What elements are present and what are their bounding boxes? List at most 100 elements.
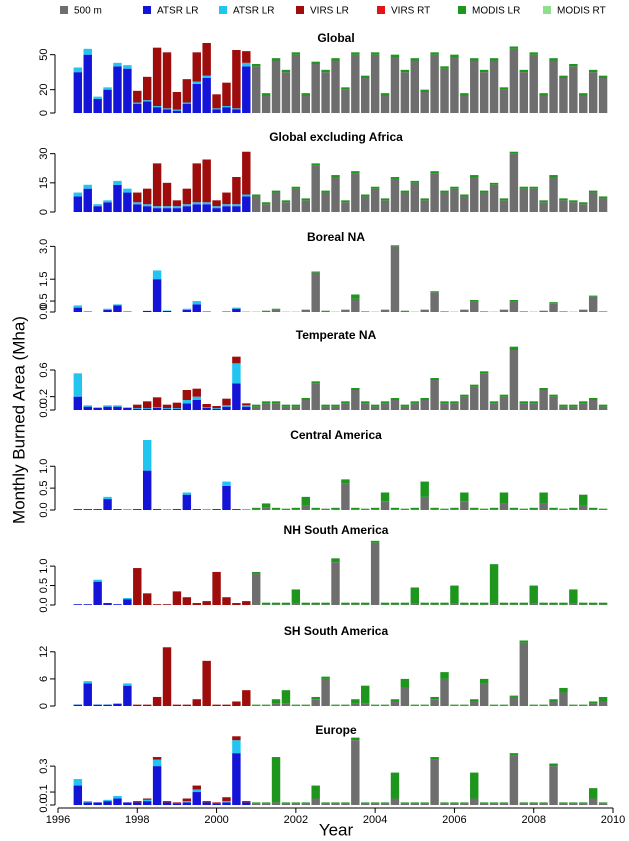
bar: [598, 701, 608, 706]
bar: [162, 182, 172, 207]
bar: [361, 508, 370, 510]
bar: [311, 509, 320, 510]
bar: [579, 602, 588, 605]
bar: [489, 401, 499, 404]
bar: [113, 406, 122, 410]
bar: [182, 390, 192, 400]
bar: [440, 672, 449, 679]
bar: [142, 440, 152, 471]
bar: [133, 204, 142, 212]
bar: [321, 404, 330, 407]
bar: [390, 246, 400, 312]
bar: [529, 509, 538, 510]
bar: [430, 699, 439, 706]
bar: [400, 404, 410, 407]
bar: [103, 89, 112, 113]
bar: [380, 803, 390, 805]
bar: [281, 404, 291, 407]
bar: [331, 177, 340, 212]
x-axis-label: Year: [319, 820, 354, 839]
bar: [123, 188, 132, 193]
bar: [361, 194, 370, 197]
bar: [271, 401, 281, 404]
bar: [152, 408, 162, 410]
bar: [341, 87, 350, 90]
bar: [559, 602, 568, 605]
bar: [370, 509, 380, 510]
bar: [539, 802, 548, 804]
bar: [489, 507, 499, 510]
bar: [410, 60, 419, 113]
y-tick-label: 0.0: [38, 304, 50, 319]
bar: [182, 204, 192, 207]
bar: [271, 309, 281, 312]
bar: [579, 494, 588, 506]
bar: [311, 696, 320, 700]
bar: [192, 699, 201, 706]
panel-title: Europe: [315, 723, 357, 737]
bar: [172, 802, 182, 804]
bar: [212, 208, 221, 212]
bar: [212, 408, 221, 410]
bar: [390, 602, 400, 605]
bar: [152, 208, 162, 212]
bar: [133, 404, 142, 408]
bar: [569, 802, 578, 804]
bar: [450, 585, 459, 604]
bar: [202, 408, 211, 410]
bar: [351, 54, 360, 113]
bar: [479, 602, 489, 605]
bar: [430, 171, 439, 174]
bar: [430, 759, 439, 805]
bar: [519, 602, 529, 605]
bar: [242, 151, 251, 195]
bar: [83, 802, 92, 805]
bar: [509, 507, 519, 510]
bar: [479, 72, 489, 113]
bar: [400, 192, 410, 212]
bar: [222, 106, 231, 108]
bar: [142, 100, 152, 102]
bar: [152, 106, 162, 108]
bar: [440, 401, 449, 404]
bar: [182, 704, 192, 706]
bar: [232, 701, 241, 706]
bar: [182, 802, 192, 805]
bar: [281, 406, 291, 410]
bar: [569, 202, 578, 212]
bar: [351, 737, 360, 741]
bar: [499, 89, 509, 113]
bar: [529, 401, 538, 404]
bar: [172, 509, 182, 510]
bar: [242, 66, 251, 113]
bar: [311, 785, 320, 799]
bar: [152, 270, 162, 280]
bar: [222, 406, 231, 410]
bar: [222, 206, 231, 212]
bar: [252, 571, 261, 574]
bar: [479, 508, 489, 510]
bar: [123, 407, 132, 408]
bar: [579, 95, 588, 113]
bar: [519, 802, 529, 804]
bar: [261, 503, 271, 508]
bar: [351, 173, 360, 212]
bar: [291, 188, 301, 212]
bar: [509, 696, 519, 706]
bar: [549, 396, 558, 410]
bar: [192, 52, 201, 82]
bar: [420, 400, 429, 410]
bar: [182, 492, 192, 495]
bar: [341, 202, 350, 212]
bar: [341, 403, 350, 410]
bar: [351, 294, 360, 299]
bar: [440, 403, 449, 410]
bar: [430, 52, 439, 55]
bar: [113, 604, 122, 605]
bar: [450, 403, 459, 410]
bar: [460, 705, 469, 706]
bar: [113, 184, 122, 212]
bar: [569, 509, 578, 510]
bar: [370, 404, 380, 407]
bar: [311, 602, 320, 605]
